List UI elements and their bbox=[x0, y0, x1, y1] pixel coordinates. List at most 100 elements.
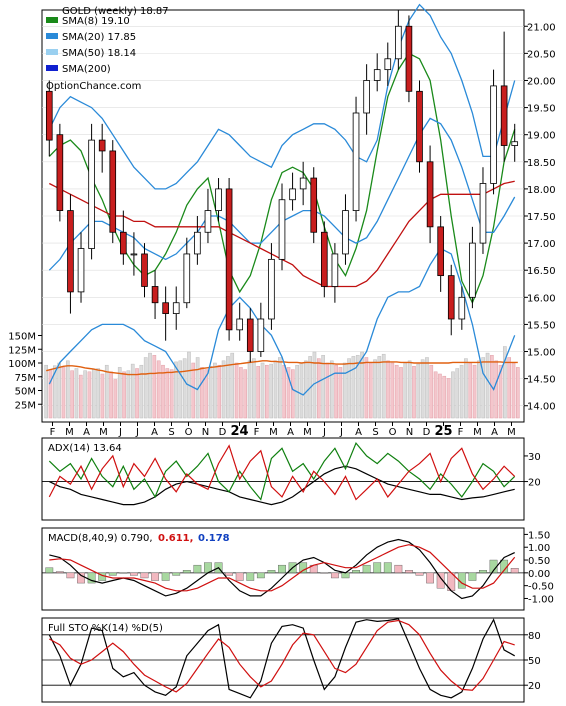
x-tick-label: M bbox=[65, 427, 74, 438]
macd-histogram-bar bbox=[66, 572, 75, 579]
volume-bar bbox=[481, 357, 486, 419]
candle-down bbox=[162, 302, 169, 314]
x-tick-label: A bbox=[83, 427, 90, 438]
volume-bar bbox=[217, 364, 222, 419]
line-sma-20-lower-band bbox=[48, 247, 516, 396]
volume-bar bbox=[394, 364, 399, 419]
volume-bar bbox=[325, 362, 330, 419]
volume-bar bbox=[44, 364, 48, 419]
candle-up bbox=[257, 318, 265, 352]
volume-bar bbox=[342, 362, 347, 419]
indicator-tick-label: 20 bbox=[528, 681, 541, 692]
volume-bar bbox=[503, 346, 507, 419]
candle-down bbox=[500, 85, 508, 146]
x-tick-label: A bbox=[287, 427, 294, 438]
price-tick-label: 15.00 bbox=[527, 348, 556, 359]
macd-histogram-bar bbox=[405, 570, 413, 574]
macd-histogram-bar bbox=[362, 564, 371, 574]
x-tick-label: D bbox=[219, 427, 227, 438]
candle-up bbox=[236, 318, 243, 331]
volume-bar bbox=[260, 362, 265, 419]
volume-bar bbox=[425, 357, 429, 419]
legend-swatch bbox=[46, 49, 58, 55]
adx-title: ADX(14) 13.64 bbox=[48, 443, 122, 454]
volume-bar bbox=[433, 371, 438, 419]
volume-bar bbox=[243, 369, 248, 419]
x-tick-label: J bbox=[118, 427, 122, 438]
volume-bar bbox=[338, 367, 343, 419]
candle-up bbox=[373, 69, 381, 81]
volume-tick-label: 100M bbox=[8, 359, 36, 370]
price-tick-label: 19.00 bbox=[527, 131, 556, 142]
macd-histogram-bar bbox=[267, 570, 276, 574]
indicator-tick-label: 50 bbox=[528, 656, 541, 667]
volume-bar bbox=[204, 369, 209, 419]
price-tick-label: 17.50 bbox=[527, 212, 556, 223]
volume-bar bbox=[78, 374, 83, 419]
price-tick-label: 21.00 bbox=[527, 22, 556, 33]
candle-up bbox=[395, 25, 402, 60]
candle-up bbox=[384, 58, 392, 71]
macd-histogram-bar bbox=[341, 572, 350, 579]
x-tick-label: N bbox=[406, 427, 413, 438]
volume-bar bbox=[464, 358, 468, 419]
candle-down bbox=[98, 139, 106, 152]
stochastic-plot: 80 50 20 bbox=[42, 618, 541, 699]
candle-up bbox=[215, 188, 222, 211]
volume-bar bbox=[351, 356, 356, 419]
candle-up bbox=[331, 253, 339, 287]
indicator-tick-label: 0.00 bbox=[528, 569, 550, 580]
legend-label: SMA(50) 18.14 bbox=[62, 48, 136, 59]
price-tick-label: 14.50 bbox=[527, 375, 556, 386]
x-tick-label: F bbox=[50, 427, 56, 438]
indicator-tick-label: 30 bbox=[528, 452, 541, 463]
x-tick-label: O bbox=[185, 427, 193, 438]
volume-bar bbox=[334, 364, 338, 419]
volume-bar bbox=[113, 379, 118, 419]
volume-bar bbox=[390, 362, 395, 419]
macd-histogram-bar bbox=[320, 572, 329, 574]
macd-histogram-bar bbox=[256, 572, 265, 579]
macd-histogram-bar bbox=[415, 572, 424, 576]
legend: SMA(8) 19.10 SMA(20) 17.85 SMA(50) 18.14 SM… bbox=[46, 16, 136, 75]
volume-bar bbox=[446, 378, 451, 419]
volume-bar bbox=[321, 355, 325, 419]
volume-bar bbox=[377, 356, 382, 419]
macd-histogram-bar bbox=[55, 571, 64, 574]
volume-bar bbox=[468, 362, 473, 419]
chart-title: GOLD (weekly) 18.87 bbox=[62, 6, 169, 17]
volume-bar bbox=[221, 360, 226, 419]
macd-histogram-value: 0.178 bbox=[198, 533, 230, 544]
macd-histogram-bar bbox=[87, 572, 96, 584]
candle-up bbox=[458, 296, 466, 320]
volume-bar bbox=[182, 358, 187, 419]
volume-bar bbox=[165, 368, 170, 419]
macd-histogram-bar bbox=[299, 562, 308, 574]
volume-tick-label: 150M bbox=[8, 332, 36, 343]
candle-up bbox=[194, 231, 201, 255]
candle-down bbox=[120, 231, 127, 255]
volume-bar bbox=[416, 363, 421, 419]
indicator-tick-label: 80 bbox=[528, 631, 541, 642]
price-tick-label: 16.00 bbox=[527, 293, 556, 304]
macd-histogram-bar bbox=[352, 570, 360, 574]
stochastic-title: Full STO %K(14) %D(5) bbox=[48, 623, 163, 634]
volume-bar bbox=[143, 357, 148, 419]
legend-swatch bbox=[46, 33, 58, 39]
candle-up bbox=[172, 302, 180, 314]
x-tick-label: S bbox=[168, 427, 174, 438]
volume-bar bbox=[57, 362, 61, 419]
candle-down bbox=[225, 188, 233, 331]
volume-bar bbox=[282, 364, 286, 419]
indicator-tick-label: -1.00 bbox=[528, 594, 554, 605]
candle-up bbox=[88, 139, 95, 249]
macd-histogram-bar bbox=[140, 572, 149, 579]
volume-bar bbox=[230, 352, 235, 419]
candle-down bbox=[416, 90, 423, 163]
volume-bar bbox=[252, 358, 256, 419]
candle-up bbox=[363, 80, 370, 114]
volume-bar bbox=[96, 368, 100, 419]
volume-bar bbox=[455, 368, 460, 419]
volume-bar bbox=[70, 370, 74, 419]
volume-bar bbox=[347, 358, 351, 419]
